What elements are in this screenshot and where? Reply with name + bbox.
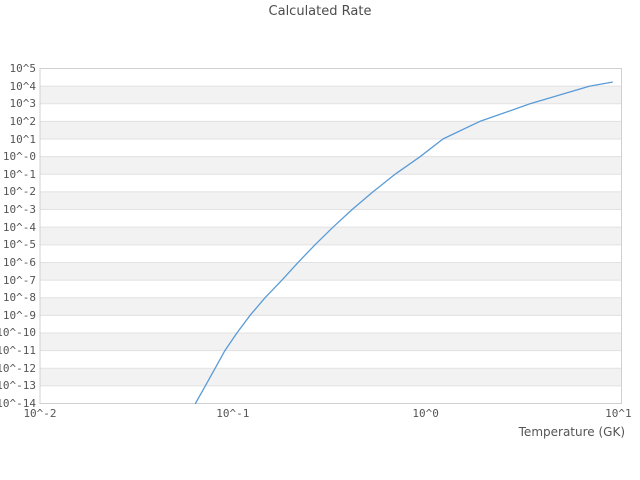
y-tick-label: 10^-1 xyxy=(2,167,36,181)
y-tick-label: 10^3 xyxy=(9,97,37,111)
grid-band xyxy=(40,86,622,104)
y-tick-label: 10^-4 xyxy=(2,220,36,234)
y-tick-label: 10^-5 xyxy=(2,238,36,252)
y-tick-label: 10^-13 xyxy=(0,379,36,393)
grid-band xyxy=(40,244,622,263)
grid-band xyxy=(40,103,622,122)
y-tick-label: 10^5 xyxy=(9,62,37,75)
grid-band xyxy=(40,368,622,386)
y-tick-label: 10^-6 xyxy=(2,255,36,269)
grid-band xyxy=(40,332,622,351)
y-tick-label: 10^-3 xyxy=(2,203,36,217)
grid-band xyxy=(40,139,622,157)
chart-title: Calculated Rate xyxy=(268,4,372,19)
grid-band xyxy=(40,315,622,333)
y-tick-label: 10^-0 xyxy=(2,150,36,164)
y-tick-label: 10^-9 xyxy=(2,308,36,322)
y-tick-label: 10^2 xyxy=(9,114,37,128)
grid-band xyxy=(40,209,622,228)
grid-band xyxy=(40,280,622,298)
x-tick-label: 10^0 xyxy=(412,407,439,420)
grid-band xyxy=(40,121,622,140)
grid-band xyxy=(40,227,622,245)
y-tick-label: 10^-2 xyxy=(2,185,36,199)
y-tick-label: 10^-8 xyxy=(2,291,36,305)
y-tick-label: 10^4 xyxy=(9,79,37,93)
grid-band xyxy=(40,191,622,210)
grid-band xyxy=(40,174,622,192)
y-tick-label: 10^-11 xyxy=(0,344,36,358)
plot-border xyxy=(39,68,622,404)
grid-band xyxy=(40,350,622,369)
y-tick-label: 10^-12 xyxy=(0,361,36,375)
grid-band xyxy=(40,156,622,175)
y-tick-label: 10^1 xyxy=(9,132,37,146)
rate-curve xyxy=(194,81,613,405)
grid-band xyxy=(40,297,622,316)
y-tick-label: 10^-7 xyxy=(2,273,36,287)
x-tick-label: 10^-2 xyxy=(23,407,57,420)
x-axis-title: Temperature (GK) xyxy=(518,425,625,439)
grid-band xyxy=(40,385,622,404)
x-tick-label: 10^-1 xyxy=(216,407,250,420)
y-tick-label: 10^-14 xyxy=(0,397,36,410)
grid-band xyxy=(40,262,622,281)
y-tick-label: 10^-10 xyxy=(0,326,36,340)
grid-band xyxy=(40,68,622,87)
x-tick-label: 10^1 xyxy=(605,407,632,420)
